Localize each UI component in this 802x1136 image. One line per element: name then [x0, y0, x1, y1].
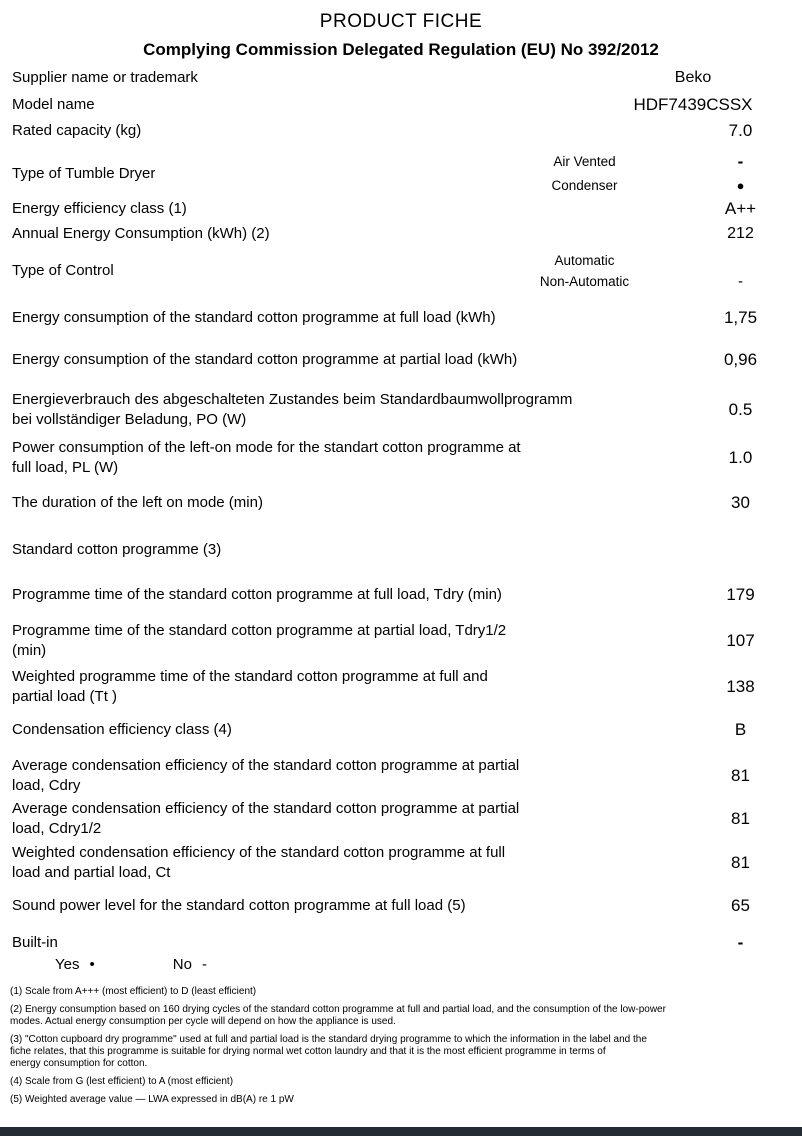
sub-label: Automatic — [554, 252, 615, 268]
row-label: Energieverbrauch des abgeschalteten Zust… — [12, 391, 573, 428]
row-label: Condensation efficiency class (4) — [12, 721, 232, 738]
row-label: Average condensation efficiency of the s… — [12, 757, 520, 794]
table-row-condensation-ct: Weighted condensation efficiency of the … — [0, 843, 802, 883]
fiche-table: Supplier name or trademark Beko Model na… — [0, 67, 802, 976]
table-row-condensation-cdry12: Average condensation efficiency of the s… — [0, 799, 802, 839]
row-label: The duration of the left on mode (min) — [12, 494, 263, 511]
row-label: Type of Control — [12, 262, 114, 279]
no-label: No — [172, 956, 192, 973]
table-row-energy-class: Energy efficiency class (1) A++ — [0, 198, 802, 220]
row-value: Beko — [674, 69, 712, 86]
table-row-energy-full-load: Energy consumption of the standard cotto… — [0, 307, 802, 329]
row-label: Energy consumption of the standard cotto… — [12, 351, 518, 368]
row-label: Supplier name or trademark — [12, 69, 198, 86]
yes-mark: • — [89, 956, 95, 973]
table-row-standard-programme: Standard cotton programme (3) — [0, 539, 802, 561]
control-type-options: Automatic Non-Automatic - — [482, 250, 802, 292]
row-value: 107 — [726, 631, 755, 650]
air-vented-subrow: Air Vented - — [482, 150, 802, 174]
row-value: 138 — [726, 677, 755, 696]
table-row-model: Model name HDF7439CSSX — [0, 94, 802, 116]
table-row-supplier: Supplier name or trademark Beko — [0, 67, 802, 89]
table-row-energy-partial-load: Energy consumption of the standard cotto… — [0, 349, 802, 371]
table-row-rated-capacity: Rated capacity (kg) 7.0 — [0, 120, 802, 142]
table-row-weighted-time: Weighted programme time of the standard … — [0, 667, 802, 707]
dryer-type-options: Air Vented - Condenser ● — [482, 150, 802, 198]
row-value: 0,96 — [723, 350, 758, 369]
row-label: Rated capacity (kg) — [12, 122, 142, 139]
table-row-off-mode-power: Energieverbrauch des abgeschalteten Zust… — [0, 390, 802, 430]
row-value: 1,75 — [723, 308, 758, 327]
row-value: HDF7439CSSX — [633, 95, 753, 114]
row-value: A++ — [724, 199, 757, 218]
row-label: Weighted condensation efficiency of the … — [12, 844, 506, 881]
table-row-condensation-cdry: Average condensation efficiency of the s… — [0, 756, 802, 796]
table-row-control-type: Type of Control Automatic Non-Automatic … — [0, 250, 802, 292]
row-value: 81 — [731, 766, 750, 785]
row-label: Model name — [12, 96, 95, 113]
table-row-time-full-load: Programme time of the standard cotton pr… — [0, 584, 802, 606]
table-row-left-on-power: Power consumption of the left-on mode fo… — [0, 438, 802, 478]
row-label: Sound power level for the standard cotto… — [12, 897, 466, 914]
yes-label: Yes — [55, 956, 80, 973]
condenser-mark: ● — [736, 178, 745, 193]
footnote-4: (4) Scale from G (lest efficient) to A (… — [10, 1076, 234, 1087]
row-value: 81 — [731, 809, 750, 828]
air-vented-mark: - — [737, 152, 744, 171]
footnote-3: (3) "Cotton cupboard dry programme" used… — [10, 1034, 647, 1069]
sub-label: Non-Automatic — [539, 273, 630, 289]
footnotes: (1) Scale from A+++ (most efficient) to … — [0, 986, 802, 1106]
row-label: Programme time of the standard cotton pr… — [12, 622, 507, 659]
table-row-left-on-duration: The duration of the left on mode (min) 3… — [0, 492, 802, 514]
row-label: Weighted programme time of the standard … — [12, 668, 488, 705]
row-label: Energy efficiency class (1) — [12, 200, 187, 217]
footnote-2: (2) Energy consumption based on 160 dryi… — [10, 1004, 666, 1027]
condenser-subrow: Condenser ● — [482, 174, 802, 198]
row-value: 81 — [731, 853, 750, 872]
row-value: 179 — [726, 585, 755, 604]
row-label: Annual Energy Consumption (kWh) (2) — [12, 225, 270, 242]
no-mark: - — [201, 956, 207, 973]
built-in-mark: - — [737, 933, 744, 952]
row-value: 0.5 — [728, 400, 753, 419]
row-value: B — [734, 720, 747, 739]
row-value: 7.0 — [728, 121, 753, 140]
table-row-condensation-class: Condensation efficiency class (4) B — [0, 719, 802, 741]
automatic-subrow: Automatic — [482, 250, 802, 271]
row-label: Type of Tumble Dryer — [12, 165, 156, 182]
row-label: Energy consumption of the standard cotto… — [12, 309, 496, 326]
footnote-1: (1) Scale from A+++ (most efficient) to … — [10, 986, 257, 997]
page-title: PRODUCT FICHE — [319, 11, 483, 32]
non-automatic-subrow: Non-Automatic - — [482, 271, 802, 292]
row-value: 212 — [727, 225, 754, 242]
row-label: Programme time of the standard cotton pr… — [12, 586, 502, 603]
footnote-5: (5) Weighted average value — LWA express… — [10, 1094, 294, 1105]
sub-label: Air Vented — [553, 154, 616, 169]
table-row-annual-energy: Annual Energy Consumption (kWh) (2) 212 — [0, 223, 802, 245]
row-label: Standard cotton programme (3) — [12, 541, 222, 558]
bottom-edge-bar — [0, 1127, 802, 1136]
table-row-dryer-type: Type of Tumble Dryer Air Vented - Conden… — [0, 150, 802, 198]
row-value: 65 — [731, 896, 750, 915]
row-label: Built-in — [12, 934, 58, 951]
non-automatic-mark: - — [738, 272, 743, 290]
built-in-yes-no-line: Yes • No - — [0, 954, 802, 976]
row-label: Average condensation efficiency of the s… — [12, 800, 520, 837]
page-subtitle: Complying Commission Delegated Regulatio… — [143, 40, 659, 59]
table-row-built-in: Built-in - — [0, 932, 802, 954]
row-label: Power consumption of the left-on mode fo… — [12, 439, 521, 476]
sub-label: Condenser — [551, 178, 618, 193]
table-row-time-partial-load: Programme time of the standard cotton pr… — [0, 621, 802, 661]
table-row-sound-power: Sound power level for the standard cotto… — [0, 895, 802, 917]
row-value: 1.0 — [728, 448, 753, 467]
row-value: 30 — [731, 493, 750, 512]
